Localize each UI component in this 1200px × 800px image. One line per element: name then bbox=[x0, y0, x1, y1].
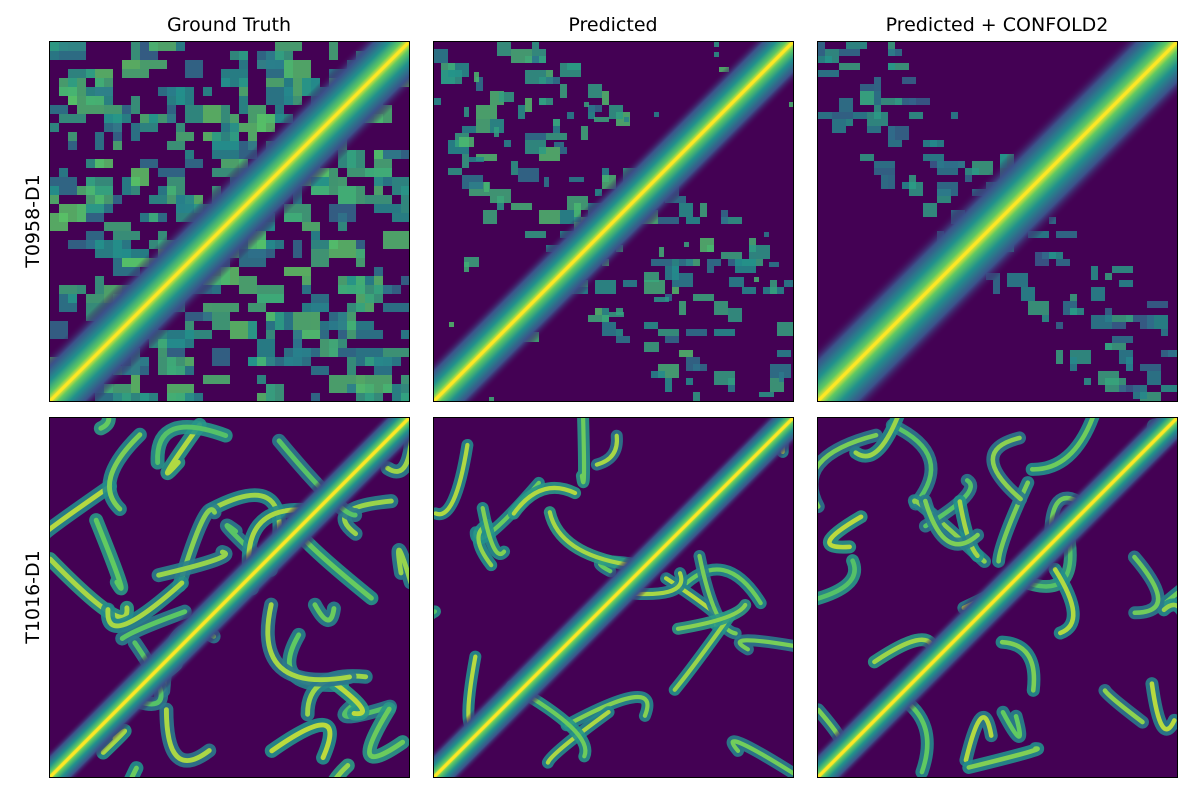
diagonal-band bbox=[50, 418, 409, 777]
row-label-t1016: T1016-D1 bbox=[21, 417, 45, 777]
diagonal-band bbox=[434, 418, 793, 777]
diagonal-band bbox=[818, 418, 1177, 777]
heatmap-t1016-predicted bbox=[434, 418, 793, 777]
row-label-t1016-text: T1016-D1 bbox=[22, 550, 45, 644]
row-label-t0958: T0958-D1 bbox=[21, 41, 45, 401]
heatmap-panel-t1016-ground-truth bbox=[49, 417, 410, 778]
heatmap-panel-t1016-confold2 bbox=[817, 417, 1178, 778]
heatmap-t0958-predicted bbox=[434, 42, 793, 401]
column-title-predicted: Predicted bbox=[568, 14, 658, 36]
column-title-ground-truth: Ground Truth bbox=[166, 14, 292, 36]
heatmap-t1016-confold2 bbox=[818, 418, 1177, 777]
contact-cells bbox=[434, 42, 793, 401]
contact-cells bbox=[449, 42, 793, 401]
heatmap-panel-t0958-confold2 bbox=[817, 41, 1178, 402]
heatmap-panel-t0958-ground-truth bbox=[49, 41, 410, 402]
heatmap-panel-t0958-predicted bbox=[433, 41, 794, 402]
diagonal-band bbox=[50, 42, 409, 401]
row-label-t0958-text: T0958-D1 bbox=[22, 174, 45, 268]
contact-arcs bbox=[818, 418, 1177, 777]
diagonal-band bbox=[434, 42, 793, 401]
heatmap-t1016-ground-truth bbox=[50, 418, 409, 777]
heatmap-t0958-ground-truth bbox=[50, 42, 409, 401]
column-title-predicted-confold2: Predicted + CONFOLD2 bbox=[885, 14, 1109, 36]
diagonal-band bbox=[818, 42, 1177, 401]
heatmap-panel-t1016-predicted bbox=[433, 417, 794, 778]
heatmap-t0958-confold2 bbox=[818, 42, 1177, 401]
